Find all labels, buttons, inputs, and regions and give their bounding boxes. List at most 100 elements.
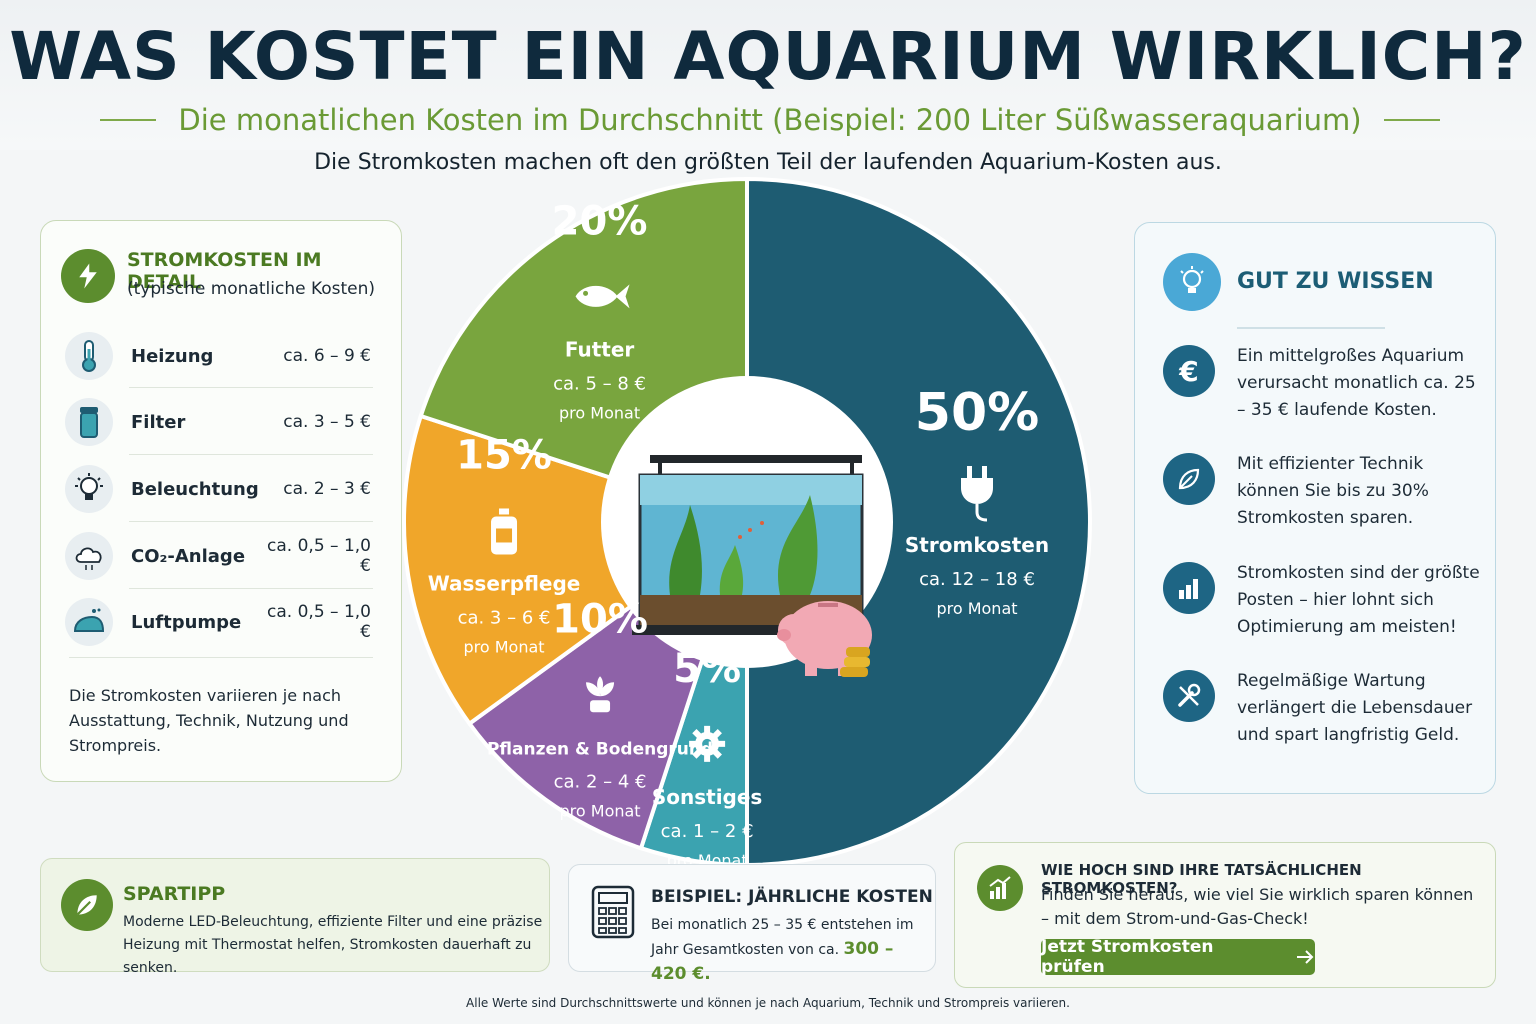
leaf-icon <box>61 879 113 931</box>
slice-percent: 20% <box>552 198 648 244</box>
cost-name: Heizung <box>131 345 214 367</box>
arrow-right-icon <box>1297 950 1314 964</box>
thermometer-icon <box>65 332 113 380</box>
slice-range: ca. 12 – 18 € <box>919 569 1035 590</box>
cost-value: ca. 0,5 – 1,0 € <box>267 602 371 642</box>
saving-tip-box: SPARTIPP Moderne LED-Beleuchtung, effizi… <box>40 858 550 976</box>
check-power-costs-button[interactable]: Jetzt Stromkosten prüfen <box>1041 937 1315 977</box>
slice-label: Stromkosten <box>905 533 1049 557</box>
slice-label: Futter <box>565 337 635 361</box>
slice-range: ca. 2 – 4 € <box>554 771 647 792</box>
divider <box>129 454 373 455</box>
panel-title: GUT ZU WISSEN <box>1237 269 1434 294</box>
slice-unit: pro Monat <box>463 637 544 656</box>
cost-row-luftpumpe: Luftpumpe ca. 0,5 – 1,0 € <box>65 589 375 655</box>
cost-name: Luftpumpe <box>131 611 242 633</box>
cost-name: CO₂-Anlage <box>131 545 246 567</box>
divider <box>69 657 373 658</box>
divider <box>100 119 157 121</box>
box-title: SPARTIPP <box>123 883 226 905</box>
cost-name: Filter <box>131 411 186 433</box>
info-text: Ein mittelgroßes Aquarium verursacht mon… <box>1237 346 1476 420</box>
lightning-icon <box>61 249 115 303</box>
intro-text: Die Stromkosten machen oft den größten T… <box>314 150 1222 175</box>
good-to-know-panel: GUT ZU WISSEN € Ein mittelgroßes Aquariu… <box>1134 222 1496 794</box>
info-text: Regelmäßige Wartung verlängert die Leben… <box>1237 671 1473 745</box>
annual-cost-box: BEISPIEL: JÄHRLICHE KOSTEN Bei monatlich… <box>568 864 936 984</box>
power-detail-panel: STROMKOSTEN IM DETAIL (typische monatlic… <box>40 220 402 782</box>
gear-icon <box>689 725 726 762</box>
box-text: Finden Sie heraus, wie viel Sie wirklich… <box>1041 885 1474 928</box>
slice-percent: 15% <box>456 432 552 478</box>
cost-row-filter: Filter ca. 3 – 5 € <box>65 389 375 455</box>
cost-value: ca. 3 – 5 € <box>283 412 371 432</box>
divider <box>129 521 373 522</box>
leaf-icon <box>1163 453 1215 505</box>
lightbulb-icon <box>65 465 113 513</box>
tools-icon <box>1163 670 1215 722</box>
subtitle-row: Die monatlichen Kosten im Durchschnitt (… <box>100 100 1440 140</box>
lightbulb-icon <box>1163 253 1221 311</box>
cost-donut-chart: 50% Stromkosten ca. 12 – 18 € pro Monat 5% So… <box>402 176 1092 870</box>
page-title: WAS KOSTET EIN AQUARIUM WIRKLICH? <box>9 18 1527 95</box>
plug-icon <box>961 466 993 522</box>
filter-icon <box>65 398 113 446</box>
slice-label: Wasserpflege <box>428 571 581 595</box>
slice-range: ca. 5 – 8 € <box>553 373 646 394</box>
euro-icon: € <box>1163 345 1215 397</box>
info-text: Stromkosten sind der größte Posten – hie… <box>1237 563 1480 637</box>
slice-percent: 10% <box>552 596 648 642</box>
cost-row-heizung: Heizung ca. 6 – 9 € <box>65 323 375 389</box>
slice-range: ca. 1 – 2 € <box>661 821 754 842</box>
box-title: BEISPIEL: JÄHRLICHE KOSTEN <box>651 887 933 907</box>
slice-unit: pro Monat <box>559 403 640 422</box>
slice-label-group: 20% Futter ca. 5 – 8 € pro Monat <box>552 198 648 422</box>
growth-chart-icon <box>977 865 1023 911</box>
header <box>0 0 1536 150</box>
panel-subtitle: (typische monatliche Kosten) <box>127 279 376 299</box>
slice-unit: pro Monat <box>560 801 641 820</box>
box-text: Bei monatlich 25 – 35 € entstehen im Jah… <box>651 913 931 987</box>
cost-value: ca. 2 – 3 € <box>283 479 371 499</box>
aquarium-illustration <box>632 455 870 635</box>
box-text: Moderne LED-Beleuchtung, effiziente Filt… <box>123 914 543 976</box>
plant-icon <box>586 676 615 713</box>
slice-label: Sonstiges <box>652 785 763 809</box>
slice-unit: pro Monat <box>936 599 1017 618</box>
piggy-bank-illustration <box>777 601 872 677</box>
panel-note: Die Stromkosten variieren je nach Aussta… <box>69 686 349 755</box>
slice-percent: 5% <box>673 646 741 692</box>
cost-value: ca. 6 – 9 € <box>283 346 371 366</box>
divider <box>129 387 373 388</box>
slice-label: Pflanzen & Bodengrund <box>487 739 713 759</box>
annual-cost-value: 300 – 420 €. <box>651 939 894 984</box>
slice-label-group: 50% Stromkosten ca. 12 – 18 € pro Monat <box>905 383 1049 618</box>
divider <box>1383 119 1440 121</box>
divider <box>1237 327 1385 329</box>
divider <box>129 588 373 589</box>
page-subtitle: Die monatlichen Kosten im Durchschnitt (… <box>178 103 1362 137</box>
fish-icon <box>575 284 630 309</box>
cost-name: Beleuchtung <box>131 478 259 500</box>
box-text-body: Bei monatlich 25 – 35 € entstehen im Jah… <box>651 917 914 958</box>
slice-percent: 50% <box>915 383 1039 443</box>
cost-row-co2: CO₂-Anlage ca. 0,5 – 1,0 € <box>65 523 375 589</box>
bottle-icon <box>491 508 518 555</box>
cost-value: ca. 0,5 – 1,0 € <box>267 536 371 576</box>
cost-row-beleuchtung: Beleuchtung ca. 2 – 3 € <box>65 456 375 522</box>
slice-range: ca. 3 – 6 € <box>458 607 551 628</box>
box-title: WIE HOCH SIND IHRE TATSÄCHLICHEN STROMKO… <box>1041 861 1362 897</box>
slice-label-group: 15% Wasserpflege ca. 3 – 6 € pro Monat <box>428 432 581 656</box>
pie-slice-stromkosten <box>745 176 1092 868</box>
button-label: Jetzt Stromkosten prüfen <box>1041 937 1214 977</box>
panel-title: STROMKOSTEN IM DETAIL <box>127 249 322 293</box>
bar-chart-icon <box>1163 562 1215 614</box>
pie-slice-wasserpflege <box>402 413 752 727</box>
info-text: Mit effizienter Technik können Sie bis z… <box>1237 454 1429 528</box>
power-check-box: WIE HOCH SIND IHRE TATSÄCHLICHEN STROMKO… <box>954 842 1496 988</box>
calculator-icon <box>591 885 635 939</box>
footer-note: Alle Werte sind Durchschnittswerte und k… <box>466 996 1070 1010</box>
slice-label-group: 10% Pflanzen & Bodengrund ca. 2 – 4 € pro M… <box>487 596 713 820</box>
air-pump-icon <box>65 598 113 646</box>
co2-icon <box>65 532 113 580</box>
